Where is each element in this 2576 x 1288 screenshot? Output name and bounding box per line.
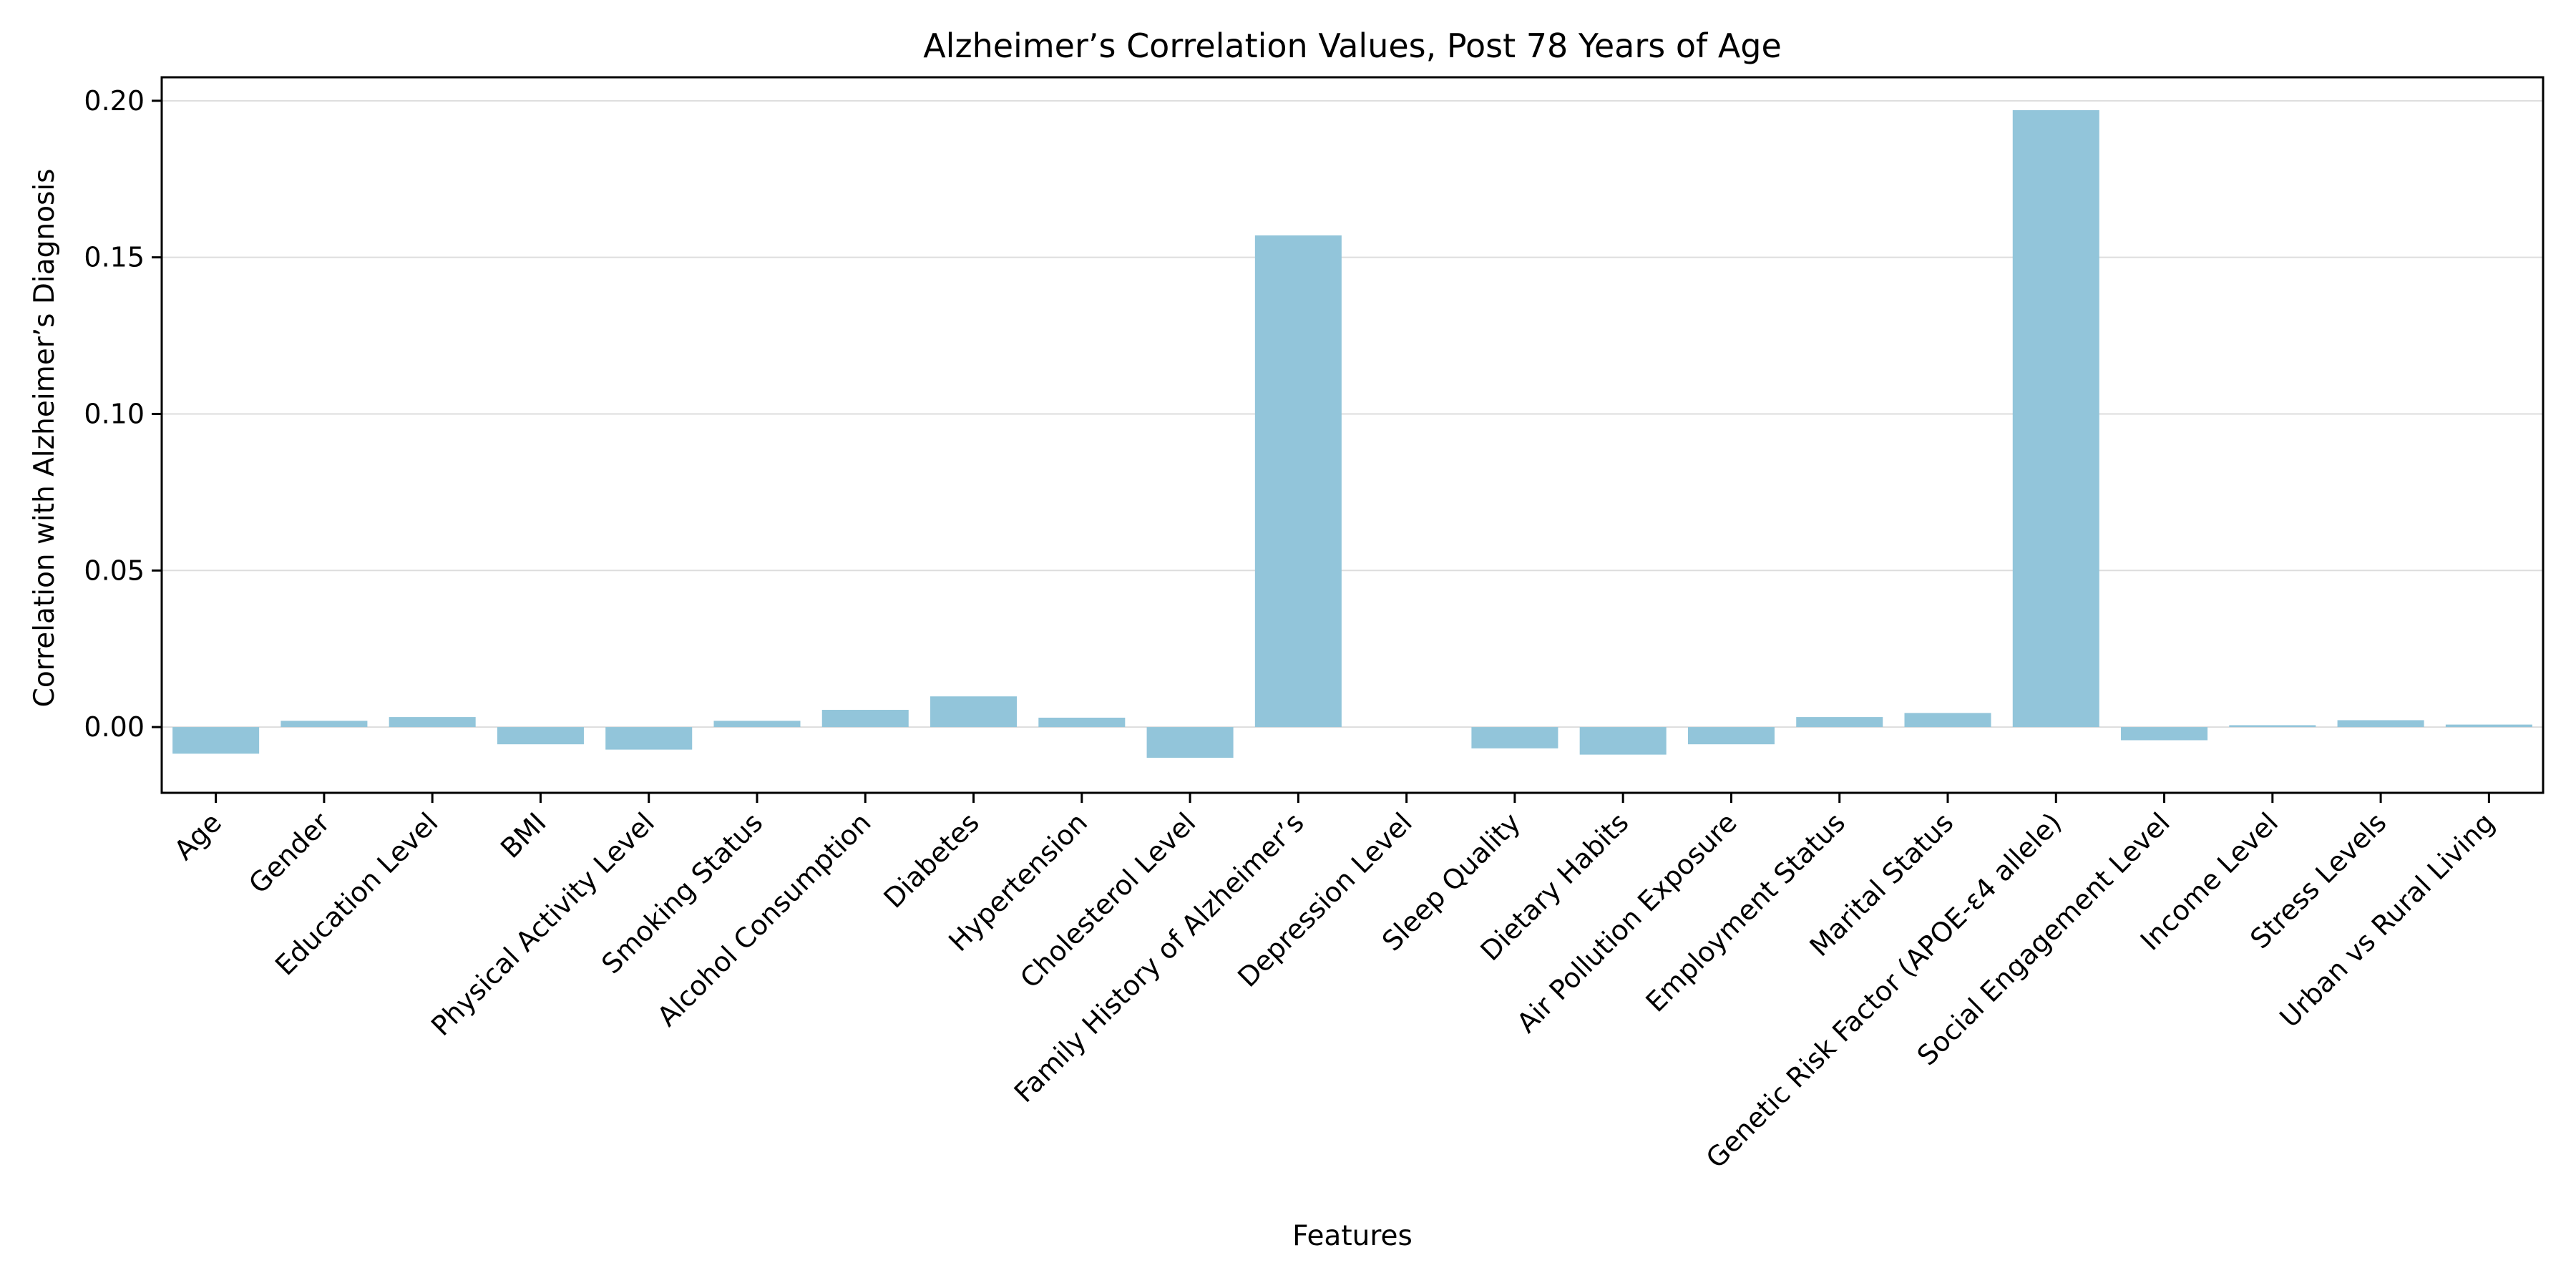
y-axis-label: Correlation with Alzheimer’s Diagnosis xyxy=(29,169,61,708)
bar xyxy=(821,710,909,728)
y-tick-label: 0.10 xyxy=(84,398,145,429)
bar xyxy=(1579,727,1667,755)
y-axis: 0.00 0.05 0.10 0.15 0.20 xyxy=(84,85,162,743)
bar xyxy=(2121,727,2208,741)
bar xyxy=(172,727,260,754)
y-tick-label: 0.20 xyxy=(84,85,145,117)
bar xyxy=(1687,727,1775,745)
bar xyxy=(280,721,368,728)
y-tick-label: 0.05 xyxy=(84,555,145,586)
y-tick-label: 0.15 xyxy=(84,242,145,273)
bar xyxy=(605,727,693,750)
x-axis-label: Features xyxy=(1292,1220,1413,1252)
bar xyxy=(1904,713,1991,728)
chart-title: Alzheimer’s Correlation Values, Post 78 … xyxy=(923,26,1782,65)
bar xyxy=(1254,235,1342,728)
bar xyxy=(1471,727,1558,748)
bar xyxy=(1796,717,1883,728)
plot-frame xyxy=(160,76,2545,794)
bars-layer xyxy=(172,109,2532,758)
y-tick-label: 0.00 xyxy=(84,711,145,743)
bar xyxy=(2012,109,2099,728)
bar xyxy=(1146,727,1234,758)
bar xyxy=(2445,724,2532,728)
bar xyxy=(2229,725,2316,728)
bar xyxy=(2337,720,2424,728)
bar xyxy=(497,727,584,745)
bar xyxy=(713,721,801,728)
bar xyxy=(930,696,1018,728)
bar xyxy=(389,717,476,728)
bar xyxy=(1038,717,1126,728)
